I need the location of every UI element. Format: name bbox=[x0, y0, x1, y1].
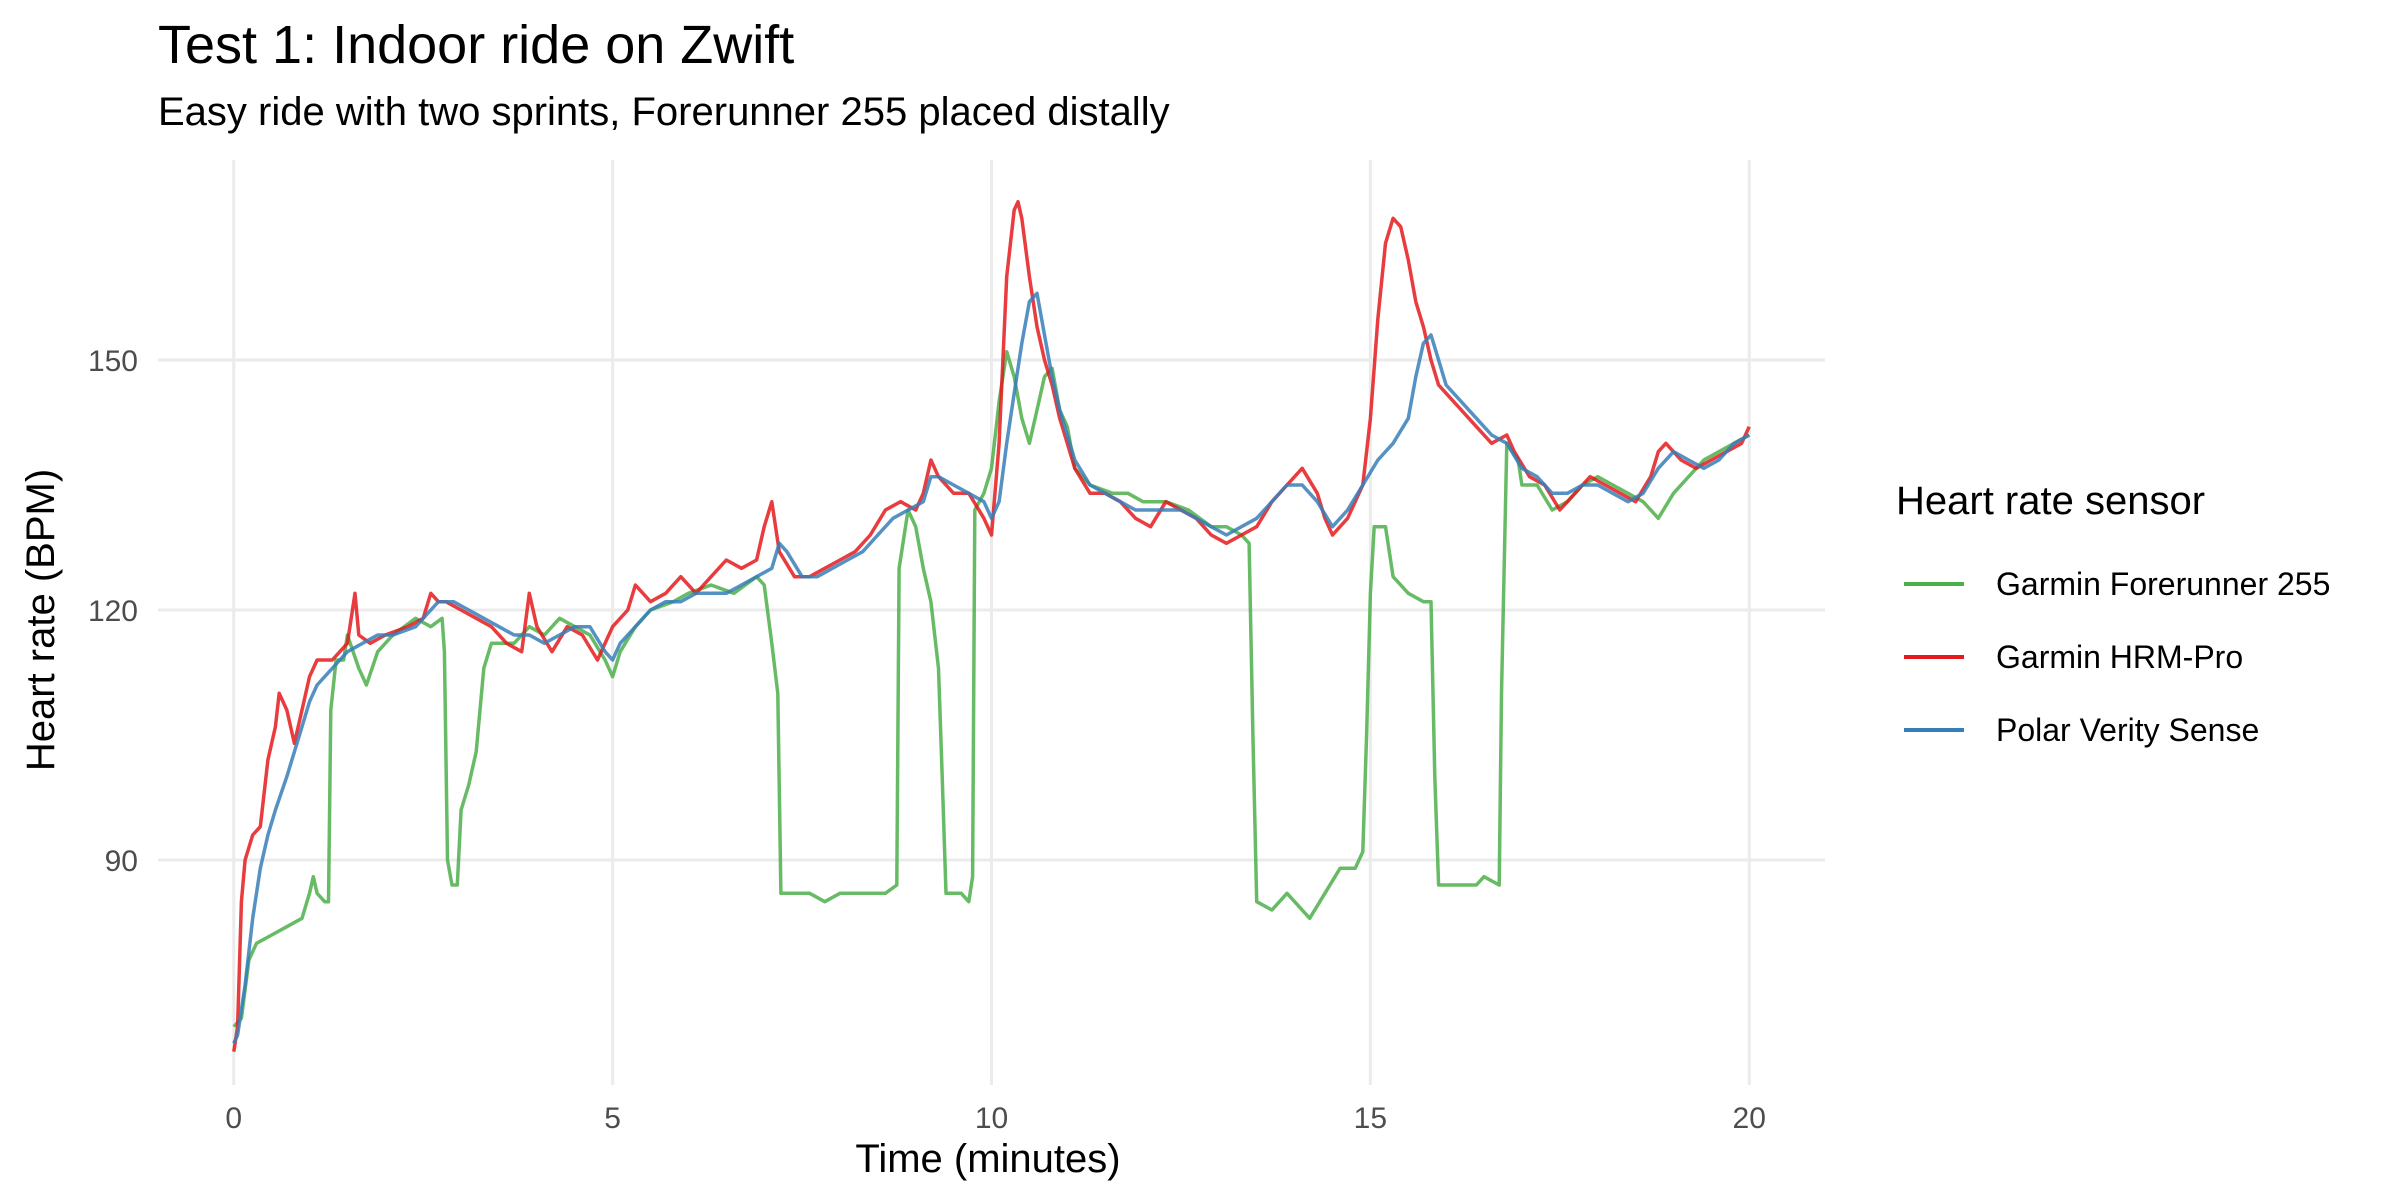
series-line-2 bbox=[232, 199, 1751, 1052]
x-tick-label: 20 bbox=[1733, 1102, 1766, 1135]
series-lines bbox=[232, 199, 1751, 1052]
series-line-3 bbox=[232, 291, 1751, 1045]
x-tick-label: 10 bbox=[975, 1102, 1008, 1135]
x-tick-label: 0 bbox=[225, 1102, 242, 1135]
legend-label-3: Polar Verity Sense bbox=[1996, 712, 2259, 748]
legend-title: Heart rate sensor bbox=[1896, 479, 2205, 523]
axis-tick-labels: 0 5 10 15 20 90 120 150 bbox=[88, 345, 1766, 1135]
series-line-1 bbox=[232, 349, 1751, 1028]
grid-lines bbox=[158, 160, 1825, 1085]
chart-title: Test 1: Indoor ride on Zwift bbox=[158, 15, 795, 75]
x-tick-label: 5 bbox=[604, 1102, 621, 1135]
legend: Heart rate sensor Garmin Forerunner 255 G… bbox=[1896, 479, 2330, 748]
chart-subtitle: Easy ride with two sprints, Forerunner 2… bbox=[158, 90, 1170, 134]
y-tick-label: 120 bbox=[88, 595, 138, 628]
legend-label-1: Garmin Forerunner 255 bbox=[1996, 566, 2330, 602]
x-tick-label: 15 bbox=[1354, 1102, 1387, 1135]
y-axis-title: Heart rate (BPM) bbox=[19, 469, 63, 771]
y-tick-label: 150 bbox=[88, 345, 138, 378]
y-tick-label: 90 bbox=[105, 845, 138, 878]
x-axis-title: Time (minutes) bbox=[855, 1137, 1120, 1181]
legend-label-2: Garmin HRM-Pro bbox=[1996, 639, 2243, 675]
